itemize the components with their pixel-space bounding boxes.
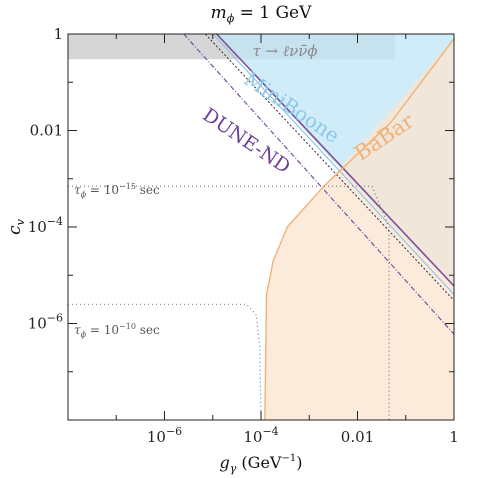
y-tick-label: 1 (53, 25, 63, 43)
x-tick-label: 1 (449, 428, 459, 446)
x-axis-label: gγ (GeV−1) (220, 453, 303, 475)
line-babar-boundary (264, 38, 454, 420)
lifetime-15-label: τϕ = 10−15 sec (74, 182, 160, 199)
x-tick-label: 0.01 (341, 428, 374, 446)
lifetime-10-label: τϕ = 10−10 sec (74, 322, 160, 339)
chart-title: mϕ = 1 GeV (211, 3, 313, 25)
line-lifetime-15 (68, 185, 390, 420)
line-miniboone-boundary (216, 34, 454, 287)
x-tick-label: 10−4 (243, 425, 278, 446)
line-miniboone-outer (212, 34, 454, 295)
axis-ticks: 10−6 10−4 0.01 1 10−6 10−4 0.01 1 (28, 25, 459, 446)
y-tick-label: 0.01 (30, 122, 63, 140)
line-dune-dotted (204, 34, 454, 301)
line-lifetime-10 (68, 303, 262, 420)
series-lines (68, 34, 454, 420)
y-axis-label: cv (5, 218, 27, 235)
x-tick-label: 10−6 (147, 425, 182, 446)
tau-decay-label: τ → ℓνν̄ϕ (252, 42, 317, 60)
y-tick-label: 10−6 (28, 312, 63, 333)
line-dune-dashdot (183, 34, 454, 335)
y-tick-label: 10−4 (28, 215, 63, 236)
